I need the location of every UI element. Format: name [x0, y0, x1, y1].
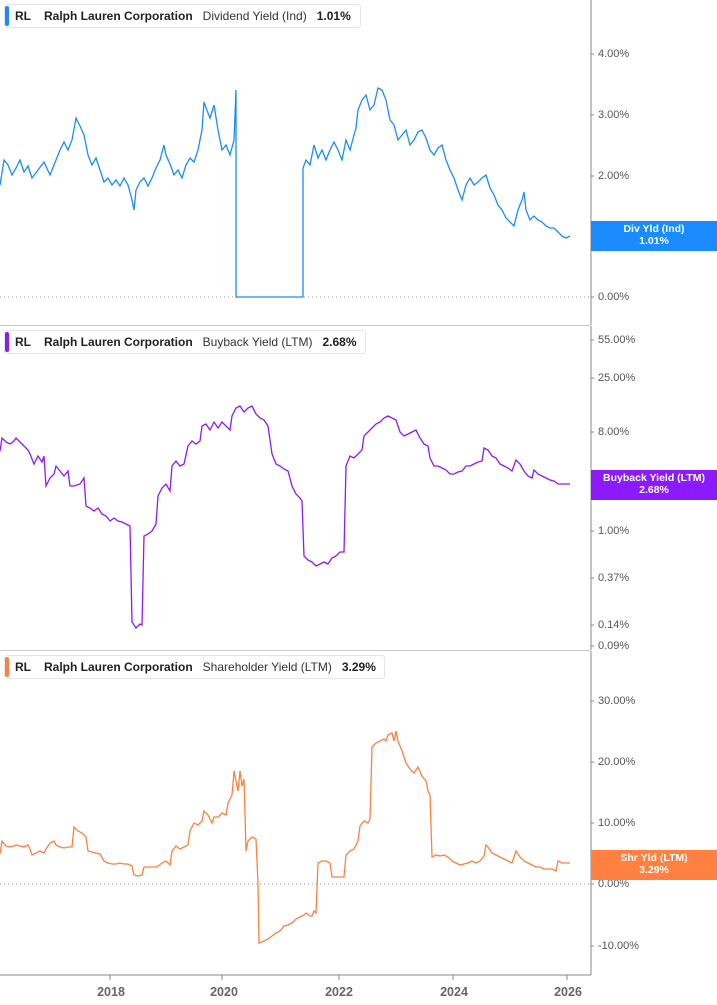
- series-color-marker: [5, 657, 9, 677]
- metric-value: 3.29%: [341, 660, 376, 674]
- shareholder-yield-legend[interactable]: RL Ralph Lauren Corporation Shareholder …: [4, 655, 385, 679]
- tag-value: 1.01%: [639, 235, 669, 247]
- last-value-tag: Shr Yld (LTM) 3.29%: [591, 850, 717, 880]
- y-tick: 8.00%: [598, 426, 630, 438]
- last-value-tag: Div Yld (Ind) 1.01%: [591, 221, 717, 251]
- tag-label: Shr Yld (LTM): [620, 852, 688, 864]
- y-tick: 0.09%: [598, 640, 630, 652]
- metric-name: Buyback Yield (LTM): [202, 335, 313, 349]
- series-color-marker: [5, 6, 9, 26]
- tag-value: 3.29%: [639, 864, 669, 876]
- ticker: RL: [15, 335, 31, 349]
- last-value-tag: Buyback Yield (LTM) 2.68%: [591, 470, 717, 500]
- metric-name: Dividend Yield (Ind): [202, 9, 307, 23]
- tag-label: Buyback Yield (LTM): [603, 472, 705, 484]
- y-tick: 0.00%: [598, 291, 630, 303]
- metric-value: 1.01%: [316, 9, 351, 23]
- shareholder-yield-panel: RL Ralph Lauren Corporation Shareholder …: [0, 651, 717, 1005]
- y-tick: 0.14%: [598, 619, 630, 631]
- company-name: Ralph Lauren Corporation: [44, 9, 193, 23]
- company-name: Ralph Lauren Corporation: [44, 335, 193, 349]
- x-tick: 2022: [325, 985, 353, 999]
- dividend-yield-line: [0, 87, 571, 298]
- dividend-yield-panel: RL Ralph Lauren Corporation Dividend Yie…: [0, 0, 717, 325]
- x-tick: 2020: [210, 985, 238, 999]
- y-tick: 55.00%: [598, 334, 636, 346]
- tag-value: 2.68%: [639, 484, 669, 496]
- y-tick: 0.00%: [598, 878, 630, 890]
- y-tick: 20.00%: [598, 756, 636, 768]
- y-tick: 0.37%: [598, 572, 630, 584]
- y-tick: 30.00%: [598, 695, 636, 707]
- y-tick: 1.00%: [598, 525, 630, 537]
- shareholder-yield-chart: [0, 651, 594, 980]
- x-tick: 2024: [440, 985, 468, 999]
- ticker: RL: [15, 9, 31, 23]
- buyback-yield-panel: RL Ralph Lauren Corporation Buyback Yiel…: [0, 326, 717, 652]
- y-tick: 2.00%: [598, 170, 630, 182]
- x-tick: 2026: [554, 985, 582, 999]
- buyback-yield-legend[interactable]: RL Ralph Lauren Corporation Buyback Yiel…: [4, 330, 366, 354]
- dividend-yield-legend[interactable]: RL Ralph Lauren Corporation Dividend Yie…: [4, 4, 361, 28]
- panel-divider: [0, 650, 591, 651]
- panel-divider: [0, 325, 591, 326]
- series-color-marker: [5, 332, 9, 352]
- buyback-yield-line: [0, 405, 570, 630]
- y-tick: 3.00%: [598, 109, 630, 121]
- y-tick: -10.00%: [598, 940, 639, 952]
- y-tick: 10.00%: [598, 817, 636, 829]
- y-tick: 4.00%: [598, 48, 630, 60]
- x-tick: 2018: [97, 985, 125, 999]
- company-name: Ralph Lauren Corporation: [44, 660, 193, 674]
- y-tick: 25.00%: [598, 372, 636, 384]
- metric-value: 2.68%: [322, 335, 357, 349]
- metric-name: Shareholder Yield (LTM): [202, 660, 332, 674]
- ticker: RL: [15, 660, 31, 674]
- shareholder-yield-line: [0, 730, 570, 944]
- tag-label: Div Yld (Ind): [623, 223, 685, 235]
